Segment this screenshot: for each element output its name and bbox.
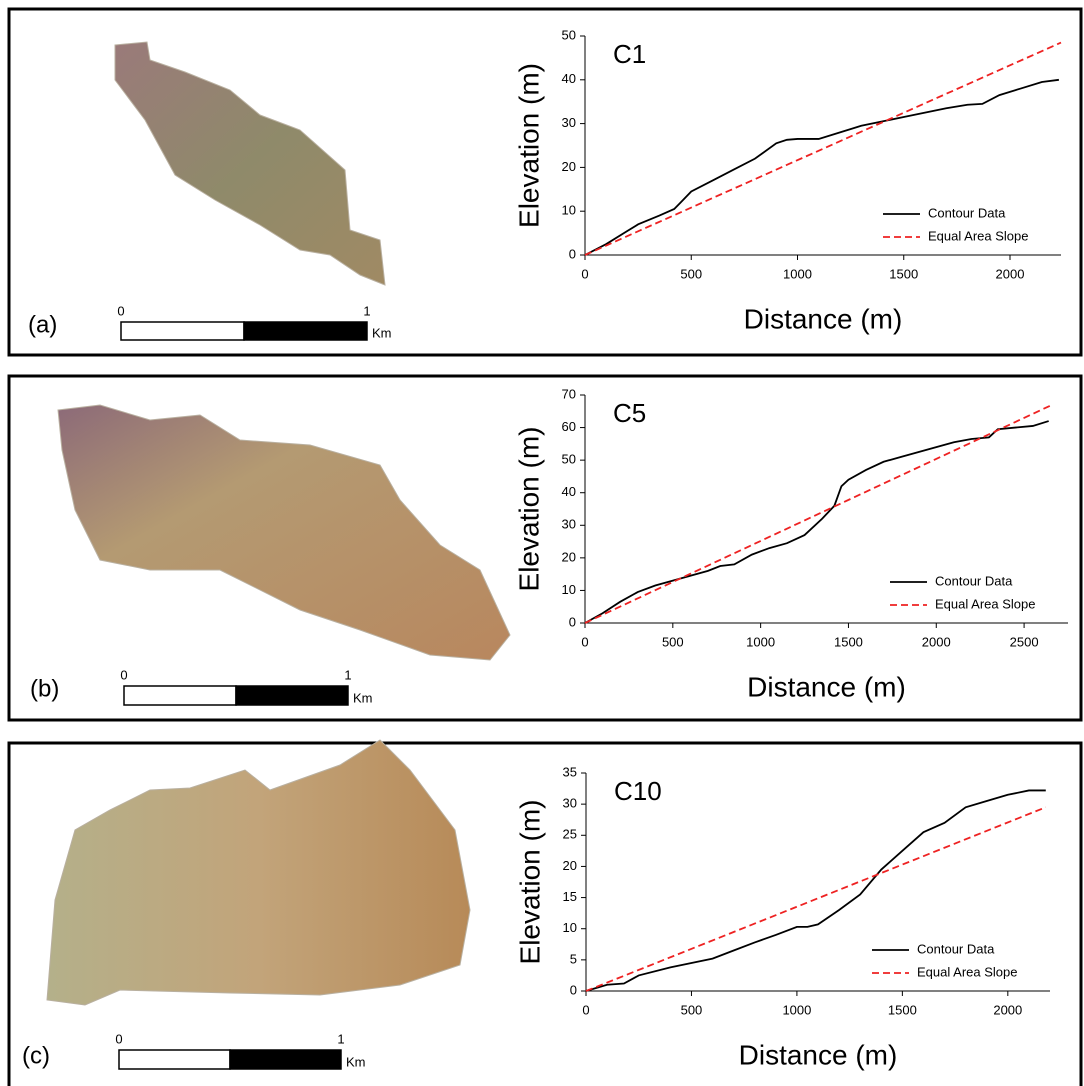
line-series	[584, 420, 1049, 624]
line-series	[584, 78, 1059, 256]
y-tick-label: 20	[562, 159, 576, 174]
scale-bar-label: 0	[115, 1031, 122, 1046]
scale-bar-unit: Km	[353, 690, 373, 705]
panel-frame	[7, 374, 1083, 722]
scale-bar-unit: Km	[372, 325, 392, 340]
y-tick-label: 10	[562, 582, 576, 597]
x-tick-label: 1500	[888, 1002, 917, 1017]
x-tick-label: 500	[681, 1002, 703, 1017]
legend-text: Contour Data	[928, 205, 1006, 220]
chart-title: C1	[613, 39, 646, 69]
panel-frame	[7, 741, 1083, 1086]
scale-bar-unit: Km	[346, 1054, 366, 1069]
panel-label: (a)	[28, 311, 57, 338]
legend-text: Contour Data	[935, 573, 1013, 588]
line-series	[585, 806, 1047, 992]
scale-bar-segment	[229, 1049, 342, 1070]
x-tick-label: 2000	[993, 1002, 1022, 1017]
x-tick-label: 1500	[834, 634, 863, 649]
chart-title: C10	[614, 776, 662, 806]
y-tick-label: 30	[562, 115, 576, 130]
y-tick-label: 10	[563, 920, 577, 935]
catchment-map	[114, 41, 386, 286]
chart-title: C5	[613, 398, 646, 428]
scale-bar-label: 0	[120, 667, 127, 682]
catchment-map	[57, 404, 511, 661]
y-tick-label: 35	[563, 764, 577, 779]
scale-bar-segment	[118, 1049, 231, 1070]
y-tick-label: 0	[569, 246, 576, 261]
y-axis-label: Elevation (m)	[513, 63, 544, 228]
y-tick-label: 50	[562, 452, 576, 467]
y-tick-label: 0	[570, 982, 577, 997]
x-tick-label: 1000	[782, 1002, 811, 1017]
catchment-map	[46, 739, 471, 1006]
legend-text: Equal Area Slope	[917, 964, 1017, 979]
y-tick-label: 30	[562, 517, 576, 532]
x-tick-label: 0	[581, 266, 588, 281]
y-tick-label: 40	[562, 71, 576, 86]
scale-bar-segment	[235, 685, 349, 706]
x-axis-label: Distance (m)	[747, 671, 906, 702]
x-tick-label: 0	[581, 634, 588, 649]
scale-bar-segment	[123, 685, 237, 706]
x-tick-label: 2000	[922, 634, 951, 649]
x-tick-label: 2000	[996, 266, 1025, 281]
y-tick-label: 20	[562, 549, 576, 564]
scale-bar-segment	[243, 321, 368, 341]
x-tick-label: 500	[680, 266, 702, 281]
y-tick-label: 0	[569, 614, 576, 629]
x-tick-label: 1500	[889, 266, 918, 281]
x-tick-label: 1000	[746, 634, 775, 649]
scale-bar-label: 0	[117, 303, 124, 318]
y-axis-label: Elevation (m)	[513, 427, 544, 592]
y-tick-label: 60	[562, 419, 576, 434]
y-tick-label: 10	[562, 203, 576, 218]
y-tick-label: 15	[563, 889, 577, 904]
scale-bar-label: 1	[344, 667, 351, 682]
x-tick-label: 1000	[783, 266, 812, 281]
x-tick-label: 0	[582, 1002, 589, 1017]
panel-label: (c)	[22, 1042, 50, 1069]
legend-text: Equal Area Slope	[928, 228, 1028, 243]
scale-bar-label: 1	[363, 303, 370, 318]
x-axis-label: Distance (m)	[744, 303, 903, 334]
x-axis-label: Distance (m)	[739, 1039, 898, 1070]
line-series	[584, 403, 1053, 624]
y-tick-label: 70	[562, 386, 576, 401]
y-tick-label: 25	[563, 827, 577, 842]
y-tick-label: 20	[563, 858, 577, 873]
scale-bar-segment	[120, 321, 245, 341]
y-tick-label: 30	[563, 796, 577, 811]
legend-text: Equal Area Slope	[935, 596, 1035, 611]
x-tick-label: 500	[662, 634, 684, 649]
scale-bar-label: 1	[337, 1031, 344, 1046]
y-tick-label: 5	[570, 951, 577, 966]
line-series	[585, 789, 1046, 992]
line-series	[584, 41, 1062, 256]
y-tick-label: 50	[562, 27, 576, 42]
legend-text: Contour Data	[917, 941, 995, 956]
panel-label: (b)	[30, 675, 59, 702]
x-tick-label: 2500	[1010, 634, 1039, 649]
panel-frame	[7, 7, 1083, 357]
y-axis-label: Elevation (m)	[514, 800, 545, 965]
y-tick-label: 40	[562, 484, 576, 499]
